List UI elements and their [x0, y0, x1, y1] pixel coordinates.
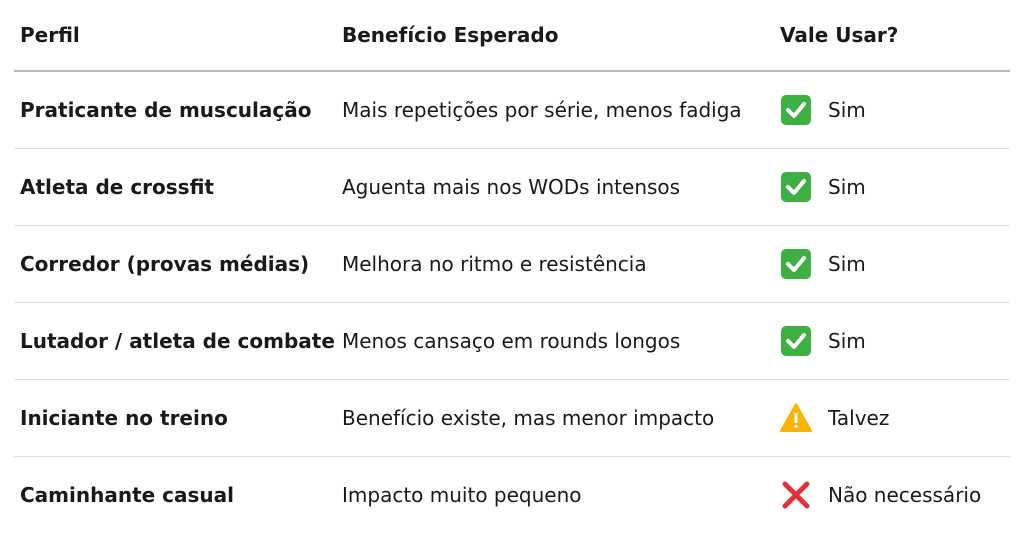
table-cell: Não necessário [780, 457, 981, 533]
table-cell: Aguenta mais nos WODs intensos [342, 175, 681, 199]
table-cell: Corredor (provas médias) [20, 252, 310, 276]
table-cell: Sim [780, 149, 866, 225]
status-text: Talvez [828, 406, 890, 430]
table-cell: Mais repetições por série, menos fadiga [342, 98, 742, 122]
table-row: Caminhante casual Impacto muito pequeno Nã… [14, 457, 1010, 533]
table: Perfil Benefício Esperado Vale Usar? Pratic… [14, 0, 1010, 533]
table-row: Iniciante no treino Benefício existe, mas… [14, 380, 1010, 457]
table-cell: Sim [780, 303, 866, 379]
status-text: Sim [828, 98, 866, 122]
status-text: Sim [828, 252, 866, 276]
table-row: Praticante de musculação Mais repetições … [14, 72, 1010, 149]
table-cell: Caminhante casual [20, 483, 235, 507]
header-cell: Vale Usar? [780, 23, 899, 47]
header-cell: Benefício Esperado [342, 23, 559, 47]
status-icon [780, 479, 828, 511]
status-icon [780, 402, 828, 434]
header-row: Perfil Benefício Esperado Vale Usar? [14, 0, 1010, 72]
table-cell: Benefício existe, mas menor impacto [342, 406, 715, 430]
table-cell: Sim [780, 72, 866, 148]
header-cell: Perfil [20, 23, 80, 47]
status-icon [780, 94, 828, 126]
table-cell: Talvez [780, 380, 889, 456]
status-icon [780, 248, 828, 280]
table-cell: Lutador / atleta de combate [20, 329, 335, 353]
status-text: Sim [828, 175, 866, 199]
table-row: Corredor (provas médias) Melhora no ritmo… [14, 226, 1010, 303]
table-cell: Praticante de musculação [20, 98, 312, 122]
status-icon [780, 325, 828, 357]
table-cell: Sim [780, 226, 866, 302]
table-cell: Iniciante no treino [20, 406, 228, 430]
table-cell: Menos cansaço em rounds longos [342, 329, 681, 353]
status-text: Não necessário [828, 483, 982, 507]
status-text: Sim [828, 329, 866, 353]
table-cell: Atleta de crossfit [20, 175, 214, 199]
table-row: Lutador / atleta de combate Menos cansaço… [14, 303, 1010, 380]
table-row: Atleta de crossfit Aguenta mais nos WODs … [14, 149, 1010, 226]
table-cell: Impacto muito pequeno [342, 483, 582, 507]
status-icon [780, 171, 828, 203]
table-cell: Melhora no ritmo e resistência [342, 252, 647, 276]
